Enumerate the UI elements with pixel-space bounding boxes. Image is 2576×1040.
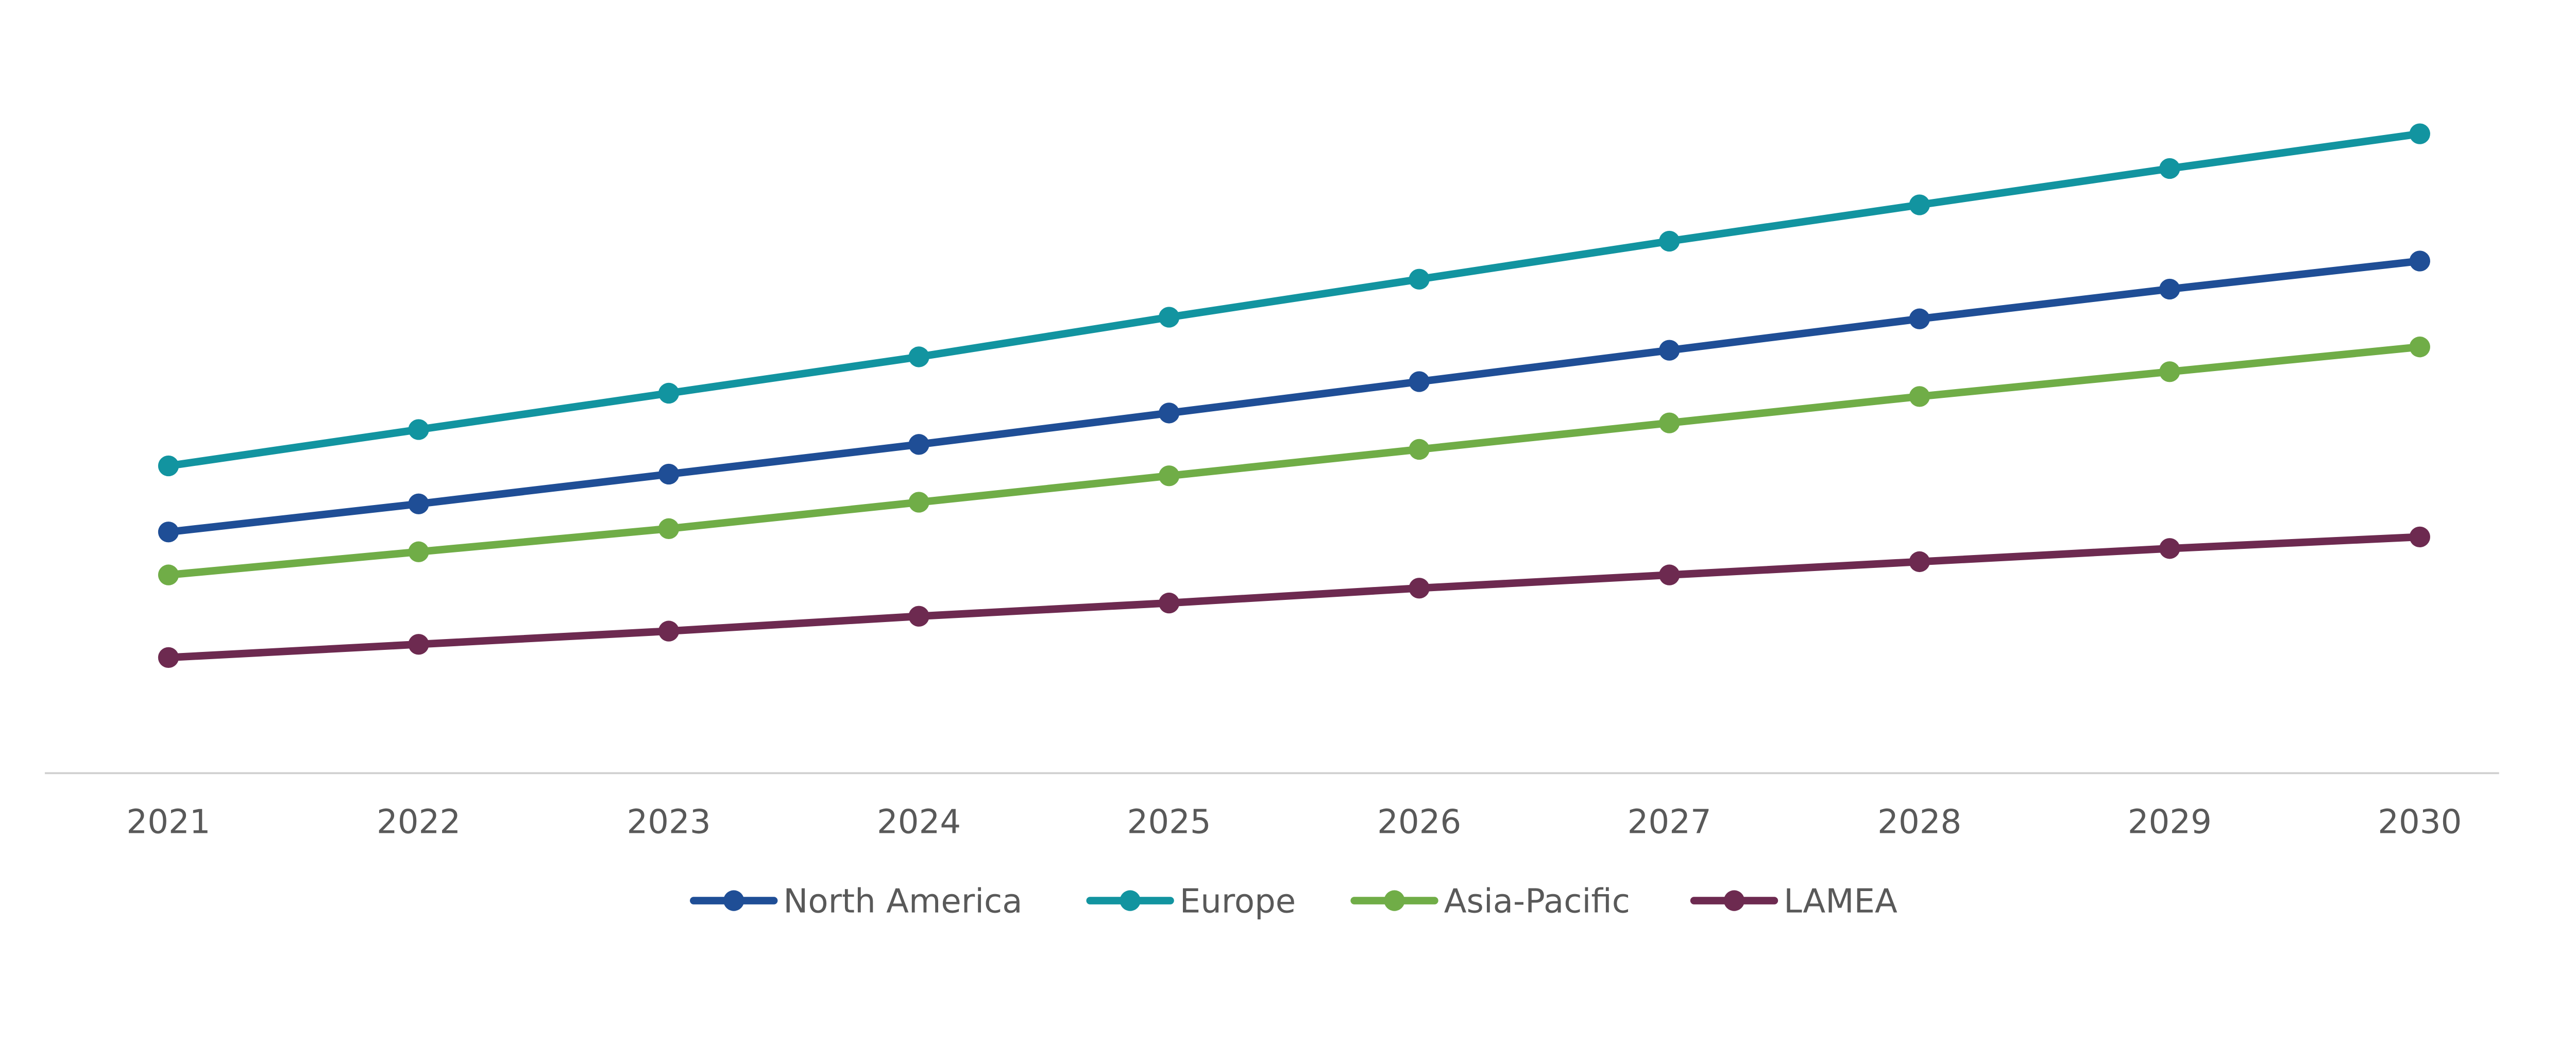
data-point [1158,465,1180,487]
series-north-america [158,250,2430,543]
legend-dot-marker [1384,890,1405,911]
data-point [1909,386,1930,407]
data-point [1659,564,1680,585]
data-point [408,419,429,440]
data-point [1158,307,1180,328]
x-tick-label: 2027 [1628,803,1711,842]
data-point [658,620,680,642]
data-point [2159,361,2180,382]
line-chart: 2021 2022 2023 2024 2025 2026 2027 2028 2029 2030… [45,123,2499,920]
data-point [2409,123,2430,144]
x-tick-label: 2022 [377,803,461,842]
legend-dot-marker [1120,890,1141,911]
data-point [908,434,929,455]
data-point [1909,551,1930,573]
data-point [1659,230,1680,252]
data-point [2409,250,2430,272]
data-point [658,518,680,539]
legend-label: North America [783,882,1022,920]
data-point [908,606,929,627]
legend-item: Europe [1086,882,1296,920]
data-point [158,564,179,585]
legend-item: Asia-Pacific [1350,882,1630,920]
data-point [2159,538,2180,559]
data-point [1409,371,1430,392]
data-point [1409,578,1430,599]
data-point [158,647,179,668]
data-point [1409,269,1430,290]
data-point [1158,592,1180,614]
legend-label: Europe [1180,882,1296,920]
data-point [408,493,429,514]
legend-dot-marker [723,890,744,911]
data-point [2159,278,2180,300]
data-point [908,492,929,513]
data-point [658,463,680,485]
data-point [2409,337,2430,358]
series-line [167,130,2420,470]
x-tick-label: 2026 [1377,803,1461,842]
data-point [408,634,429,655]
data-point [1909,308,1930,329]
data-point [158,522,179,543]
data-point [2159,158,2180,179]
data-point [1909,194,1930,215]
data-point [1659,412,1680,433]
data-point [908,346,929,367]
x-tick-label: 2028 [1877,803,1961,842]
x-tick-label: 2024 [877,803,961,842]
legend-item: LAMEA [1690,882,1897,920]
legend-label: LAMEA [1784,882,1897,920]
x-tick-label: 2030 [2378,803,2462,842]
x-tick-label: 2029 [2128,803,2212,842]
data-point [158,455,179,477]
data-point [1158,402,1180,424]
legend-label: Asia-Pacific [1444,882,1630,920]
series-line [168,343,2420,579]
series-europe [158,123,2430,477]
legend-dot-marker [1723,890,1745,911]
series-asia-pacific [158,337,2430,585]
x-tick-label: 2023 [626,803,710,842]
legend-item: North America [690,882,1023,920]
data-point [1409,439,1430,460]
data-point [1659,340,1680,361]
x-tick-label: 2025 [1127,803,1211,842]
data-point [2409,526,2430,548]
series-line [168,533,2420,662]
data-point [408,541,429,562]
series-lamea [158,526,2430,668]
data-point [658,382,680,404]
series-line [168,257,2420,536]
x-tick-label: 2021 [126,803,210,842]
